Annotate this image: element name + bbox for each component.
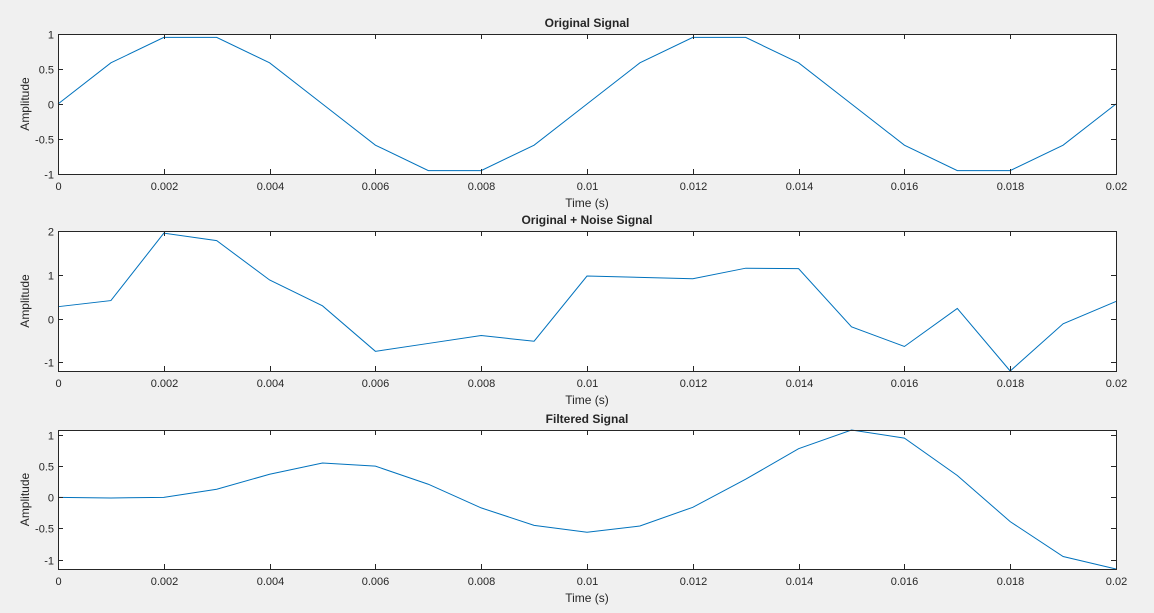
x-tick-label: 0.012	[680, 181, 708, 193]
x-tick-label: 0.006	[362, 378, 390, 390]
x-tick-label: 0.016	[891, 576, 919, 588]
x-tick-label: 0.002	[151, 378, 179, 390]
subplot-title: Original + Noise Signal	[521, 213, 652, 227]
x-tick-label: 0.006	[362, 181, 390, 193]
x-tick-label: 0	[55, 576, 61, 588]
subplot-original-noise-signal: 0 0.002 0.004 0.006 0.008 0.01 0.012 0.014 0.016…	[18, 213, 1127, 407]
y-tick-label: -1	[44, 170, 54, 182]
x-tick-label: 0.004	[257, 576, 285, 588]
y-tick-label: 0.5	[39, 462, 54, 474]
x-axis-ticks: 0 0.002 0.004 0.006 0.008 0.01 0.012 0.014 0.016…	[55, 231, 1127, 390]
x-tick-label: 0.008	[468, 378, 496, 390]
y-axis-label: Amplitude	[18, 274, 32, 328]
x-tick-label: 0	[55, 378, 61, 390]
y-tick-label: 0	[48, 493, 54, 505]
x-tick-label: 0.02	[1106, 576, 1127, 588]
y-axis-ticks: -1 -0.5 0 0.5 1	[35, 30, 1116, 182]
x-tick-label: 0.016	[891, 378, 919, 390]
x-tick-label: 0.016	[891, 181, 919, 193]
y-tick-label: 1	[48, 271, 54, 283]
x-tick-label: 0.012	[680, 378, 708, 390]
x-tick-label: 0.01	[577, 576, 598, 588]
x-axis-label: Time (s)	[565, 393, 609, 407]
x-tick-label: 0.012	[680, 576, 708, 588]
x-tick-label: 0.014	[786, 576, 814, 588]
y-tick-label: -0.5	[35, 524, 54, 536]
y-tick-label: -1	[44, 556, 54, 568]
x-tick-label: 0.018	[997, 378, 1025, 390]
x-tick-label: 0.02	[1106, 378, 1127, 390]
subplot-title: Original Signal	[545, 16, 630, 30]
x-tick-label: 0.004	[257, 378, 285, 390]
x-tick-label: 0.02	[1106, 181, 1127, 193]
x-tick-label: 0.018	[997, 576, 1025, 588]
y-axis-ticks: -1 -0.5 0 0.5 1	[35, 431, 1116, 568]
y-tick-label: -0.5	[35, 135, 54, 147]
plot-area	[57, 232, 1117, 372]
y-tick-label: 0.5	[39, 65, 54, 77]
axes-background	[58, 231, 1116, 371]
axes-background	[58, 430, 1116, 569]
x-tick-label: 0.018	[997, 181, 1025, 193]
x-tick-label: 0.014	[786, 181, 814, 193]
y-tick-label: 0	[48, 100, 54, 112]
series-line	[57, 36, 1117, 172]
x-tick-label: 0.014	[786, 378, 814, 390]
plot-area	[57, 429, 1117, 570]
y-axis-label: Amplitude	[18, 77, 32, 131]
plot-area	[57, 36, 1117, 172]
x-axis-ticks: 0 0.002 0.004 0.006 0.008 0.01 0.012 0.014 0.016…	[55, 430, 1127, 588]
x-tick-label: 0	[55, 181, 61, 193]
x-tick-label: 0.002	[151, 576, 179, 588]
x-tick-label: 0.01	[577, 378, 598, 390]
x-axis-ticks: 0 0.002 0.004 0.006 0.008 0.01 0.012 0.014 0.016…	[55, 34, 1127, 193]
x-axis-label: Time (s)	[565, 196, 609, 210]
series-line	[57, 232, 1117, 372]
y-tick-label: -1	[44, 358, 54, 370]
y-tick-label: 2	[48, 227, 54, 239]
subplot-title: Filtered Signal	[546, 412, 629, 426]
y-tick-label: 1	[48, 431, 54, 443]
y-axis-ticks: -1 0 1 2	[44, 227, 1116, 370]
x-tick-label: 0.008	[468, 576, 496, 588]
x-tick-label: 0.006	[362, 576, 390, 588]
x-tick-label: 0.008	[468, 181, 496, 193]
x-tick-label: 0.004	[257, 181, 285, 193]
subplot-filtered-signal: 0 0.002 0.004 0.006 0.008 0.01 0.012 0.014 0.016…	[18, 412, 1127, 605]
subplot-original-signal: 0 0.002 0.004 0.006 0.008 0.01 0.012 0.014 0.016…	[18, 16, 1127, 210]
x-tick-label: 0.002	[151, 181, 179, 193]
x-axis-label: Time (s)	[565, 591, 609, 605]
series-line	[57, 429, 1117, 570]
x-tick-label: 0.01	[577, 181, 598, 193]
y-tick-label: 0	[48, 315, 54, 327]
y-tick-label: 1	[48, 30, 54, 42]
y-axis-label: Amplitude	[18, 473, 32, 527]
